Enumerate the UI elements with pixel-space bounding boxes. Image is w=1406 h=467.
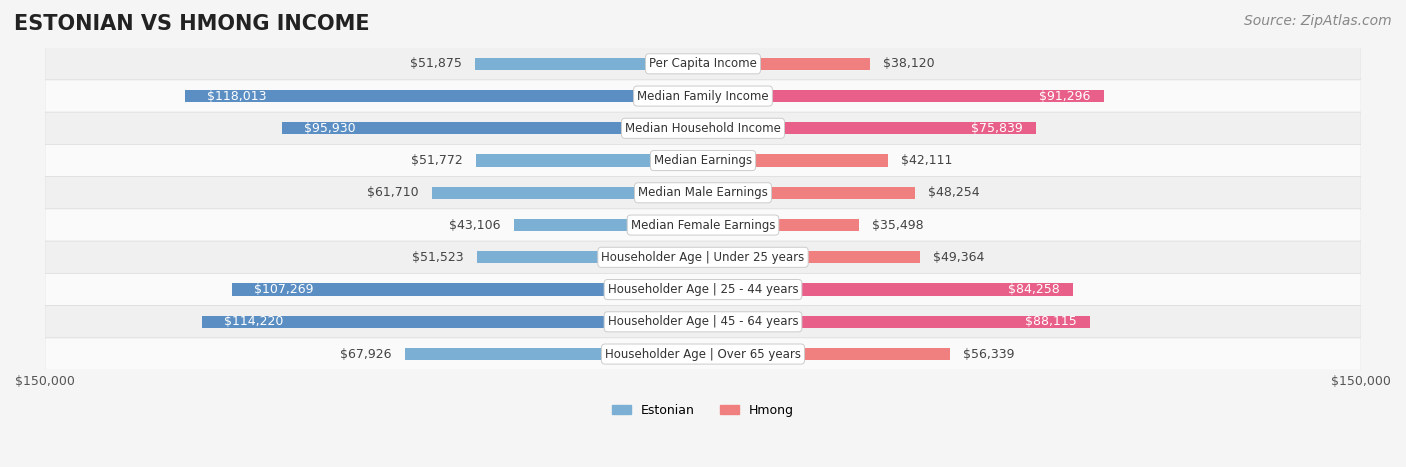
FancyBboxPatch shape (45, 144, 1361, 177)
Bar (703, 219, 859, 231)
Text: $51,772: $51,772 (411, 154, 463, 167)
Text: $38,120: $38,120 (883, 57, 935, 71)
Text: $51,523: $51,523 (412, 251, 464, 264)
Text: $95,930: $95,930 (304, 122, 356, 135)
Text: Householder Age | 45 - 64 years: Householder Age | 45 - 64 years (607, 315, 799, 328)
Text: $75,839: $75,839 (970, 122, 1022, 135)
Text: Householder Age | Over 65 years: Householder Age | Over 65 years (605, 347, 801, 361)
Text: Median Male Earnings: Median Male Earnings (638, 186, 768, 199)
Bar (703, 187, 915, 199)
Text: $107,269: $107,269 (254, 283, 314, 296)
Bar (202, 316, 703, 328)
Text: Householder Age | Under 25 years: Householder Age | Under 25 years (602, 251, 804, 264)
Bar (703, 316, 1090, 328)
Bar (703, 90, 1104, 102)
Legend: Estonian, Hmong: Estonian, Hmong (607, 399, 799, 422)
Bar (703, 122, 1036, 134)
Text: Source: ZipAtlas.com: Source: ZipAtlas.com (1244, 14, 1392, 28)
Text: $56,339: $56,339 (963, 347, 1015, 361)
Bar (283, 122, 703, 134)
Text: $84,258: $84,258 (1008, 283, 1060, 296)
Bar (475, 58, 703, 70)
Text: Median Female Earnings: Median Female Earnings (631, 219, 775, 232)
Text: Householder Age | 25 - 44 years: Householder Age | 25 - 44 years (607, 283, 799, 296)
FancyBboxPatch shape (45, 177, 1361, 209)
Text: $51,875: $51,875 (411, 57, 463, 71)
FancyBboxPatch shape (45, 305, 1361, 338)
FancyBboxPatch shape (45, 241, 1361, 274)
Bar (703, 155, 887, 167)
Bar (477, 251, 703, 263)
Text: $48,254: $48,254 (928, 186, 980, 199)
FancyBboxPatch shape (45, 48, 1361, 80)
Text: $91,296: $91,296 (1039, 90, 1091, 103)
FancyBboxPatch shape (45, 273, 1361, 306)
FancyBboxPatch shape (45, 80, 1361, 112)
Text: ESTONIAN VS HMONG INCOME: ESTONIAN VS HMONG INCOME (14, 14, 370, 34)
Bar (232, 283, 703, 296)
Text: $42,111: $42,111 (901, 154, 952, 167)
Bar (432, 187, 703, 199)
Text: $67,926: $67,926 (340, 347, 392, 361)
Text: Median Household Income: Median Household Income (626, 122, 780, 135)
Bar (513, 219, 703, 231)
Text: $61,710: $61,710 (367, 186, 419, 199)
Text: $118,013: $118,013 (207, 90, 267, 103)
FancyBboxPatch shape (45, 209, 1361, 241)
Bar (703, 58, 870, 70)
Text: Median Family Income: Median Family Income (637, 90, 769, 103)
Bar (703, 251, 920, 263)
Text: $43,106: $43,106 (450, 219, 501, 232)
Text: $88,115: $88,115 (1025, 315, 1077, 328)
Bar (405, 348, 703, 360)
Text: $35,498: $35,498 (872, 219, 924, 232)
Text: $49,364: $49,364 (932, 251, 984, 264)
Bar (186, 90, 703, 102)
Bar (703, 348, 950, 360)
Text: Per Capita Income: Per Capita Income (650, 57, 756, 71)
Bar (475, 155, 703, 167)
Bar (703, 283, 1073, 296)
Text: $114,220: $114,220 (224, 315, 283, 328)
FancyBboxPatch shape (45, 112, 1361, 144)
FancyBboxPatch shape (45, 338, 1361, 370)
Text: Median Earnings: Median Earnings (654, 154, 752, 167)
